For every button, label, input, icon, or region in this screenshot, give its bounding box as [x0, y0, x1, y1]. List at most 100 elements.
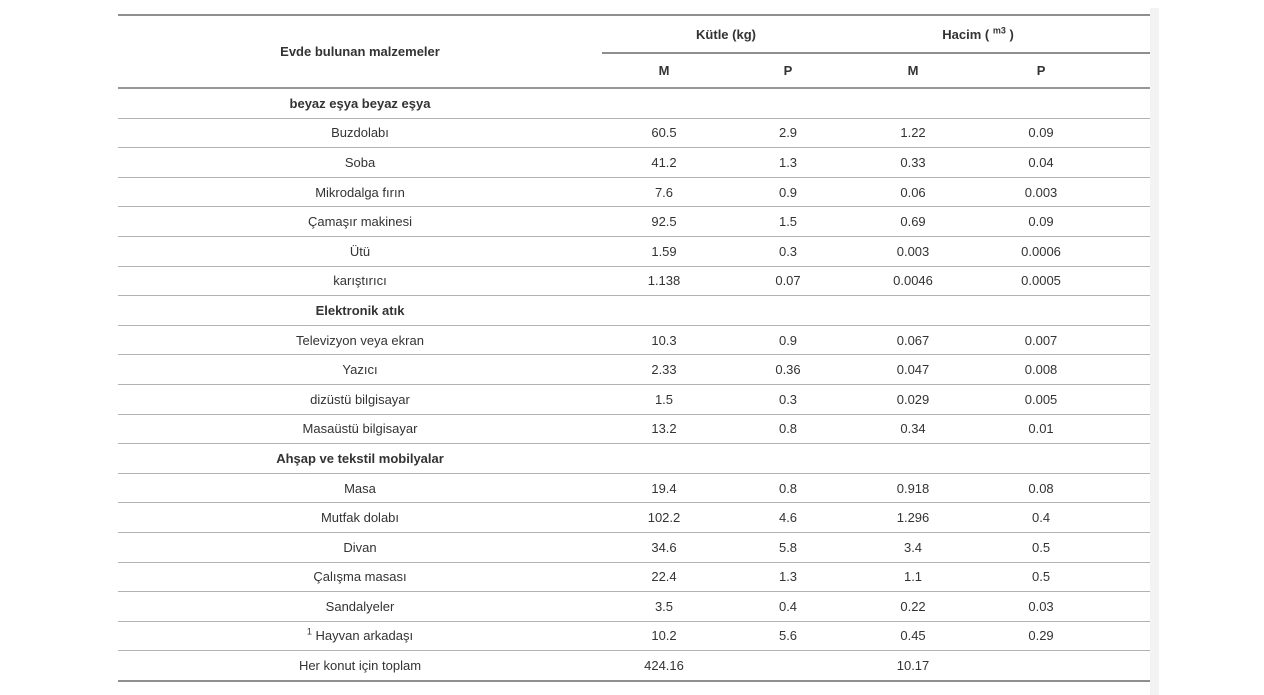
value-cell: 0.45 — [900, 628, 926, 644]
subheader-row: M P M P — [118, 53, 1151, 89]
table-row: Sandalyeler 3.5 0.4 0.22 0.03 — [118, 591, 1151, 622]
table-row: Ütü 1.59 0.3 0.003 0.0006 — [118, 236, 1151, 266]
value-cell: 0.067 — [896, 332, 930, 348]
value-cell: 10.2 — [651, 628, 677, 644]
value-cell: 0.0005 — [1021, 273, 1061, 289]
table-row: karıştırıcı 1.138 0.07 0.0046 0.0005 — [118, 266, 1151, 296]
volume-unit-superscript: m3 — [992, 25, 1006, 36]
value-cell: 0.04 — [1028, 154, 1054, 170]
item-label: Ahşap ve tekstil mobilyalar — [276, 450, 444, 466]
value-cell: 1.22 — [900, 125, 926, 141]
table-row: 1 Hayvan arkadaşı 10.2 5.6 0.45 0.29 — [118, 621, 1151, 651]
value-cell: 2.9 — [778, 125, 798, 141]
table-row: Soba 41.2 1.3 0.33 0.04 — [118, 147, 1151, 178]
item-label: Her konut için toplam — [298, 658, 422, 674]
value-cell — [726, 296, 850, 326]
value-cell: 0.918 — [896, 480, 930, 496]
volume-m-column-header: M — [850, 53, 977, 89]
table-row: dizüstü bilgisayar 1.5 0.3 0.029 0.005 — [118, 384, 1151, 414]
value-cell: 0.34 — [900, 421, 926, 437]
item-label: beyaz eşya beyaz eşya — [289, 95, 431, 111]
value-cell: 1.1 — [903, 569, 923, 585]
volume-header-close: ) — [1005, 26, 1014, 42]
value-cell — [850, 444, 976, 474]
item-label: Çamaşır makinesi — [307, 214, 413, 230]
item-label: Masaüstü bilgisayar — [302, 421, 418, 437]
item-label: 1 Hayvan arkadaşı — [306, 627, 414, 644]
value-cell: 0.4 — [778, 598, 798, 614]
household-materials-table: Evde bulunan malzemeler Kütle (kg) Hacim… — [118, 14, 1151, 682]
section-header-row: Ahşap ve tekstil mobilyalar — [118, 443, 1151, 474]
volume-p-column-header: P — [976, 53, 1151, 89]
table-row: Çamaşır makinesi 92.5 1.5 0.69 0.09 — [118, 206, 1151, 237]
value-cell — [726, 651, 850, 681]
value-cell: 0.33 — [900, 154, 926, 170]
value-cell: 0.8 — [778, 421, 798, 437]
value-cell: 1.59 — [651, 243, 677, 259]
value-cell — [976, 651, 1150, 681]
table-row: Çalışma masası 22.4 1.3 1.1 0.5 — [118, 562, 1151, 592]
value-cell: 3.5 — [654, 598, 674, 614]
value-cell: 0.5 — [1031, 569, 1051, 585]
value-cell: 7.6 — [654, 184, 674, 200]
item-label: Yazıcı — [342, 362, 378, 378]
item-label: Sandalyeler — [325, 598, 395, 614]
table-row: Mikrodalga fırın 7.6 0.9 0.06 0.003 — [118, 177, 1151, 207]
value-cell — [602, 88, 726, 118]
value-cell: 424.16 — [644, 658, 684, 674]
value-cell: 5.6 — [778, 628, 798, 644]
table-row: Divan 34.6 5.8 3.4 0.5 — [118, 532, 1151, 562]
value-cell: 1.296 — [896, 510, 930, 526]
value-cell — [850, 88, 976, 118]
value-cell: 0.06 — [900, 184, 926, 200]
value-cell: 0.5 — [1031, 539, 1051, 555]
value-cell: 0.005 — [1024, 391, 1058, 407]
value-cell: 0.01 — [1028, 421, 1054, 437]
table-row: Mutfak dolabı 102.2 4.6 1.296 0.4 — [118, 502, 1151, 533]
value-cell: 1.5 — [778, 214, 798, 230]
value-cell: 0.09 — [1028, 125, 1054, 141]
value-cell — [976, 88, 1150, 118]
value-cell: 0.8 — [778, 480, 798, 496]
item-label: Elektronik atık — [315, 302, 405, 318]
value-cell: 34.6 — [651, 539, 677, 555]
value-cell: 0.0046 — [893, 273, 933, 289]
item-label: dizüstü bilgisayar — [310, 391, 410, 407]
item-label: Soba — [344, 154, 376, 170]
item-label: Masa — [344, 480, 376, 496]
mass-group-header: Kütle (kg) — [602, 15, 851, 54]
value-cell: 41.2 — [651, 154, 677, 170]
value-cell: 13.2 — [651, 421, 677, 437]
table-row: Masa 19.4 0.8 0.918 0.08 — [118, 473, 1151, 503]
value-cell — [602, 296, 726, 326]
mass-p-column-header: P — [726, 53, 851, 89]
value-cell: 0.09 — [1028, 214, 1054, 230]
item-label: Mikrodalga fırın — [315, 184, 405, 200]
value-cell: 0.4 — [1031, 510, 1051, 526]
section-header-row: beyaz eşya beyaz eşya — [118, 88, 1150, 118]
table-row: Televizyon veya ekran 10.3 0.9 0.067 0.007 — [118, 325, 1151, 355]
value-cell: 1.3 — [778, 154, 798, 170]
value-cell — [726, 444, 850, 474]
value-cell: 0.3 — [778, 243, 798, 259]
value-cell: 0.3 — [778, 391, 798, 407]
total-row: Her konut için toplam 424.16 10.17 — [118, 650, 1151, 681]
table-row: Yazıcı 2.33 0.36 0.047 0.008 — [118, 354, 1151, 385]
value-cell — [850, 296, 976, 326]
item-label: karıştırıcı — [333, 273, 387, 289]
value-cell: 5.8 — [778, 539, 798, 555]
value-cell: 0.007 — [1024, 332, 1058, 348]
footnote-superscript: 1 — [306, 627, 312, 638]
value-cell: 22.4 — [651, 569, 677, 585]
value-cell: 0.047 — [896, 362, 930, 378]
mass-m-column-header: M — [602, 53, 726, 89]
value-cell: 0.08 — [1028, 480, 1054, 496]
item-label: Televizyon veya ekran — [296, 332, 424, 348]
page-edge-strip — [1150, 8, 1159, 695]
value-cell — [976, 444, 1150, 474]
value-cell: 0.0006 — [1021, 243, 1061, 259]
value-cell: 0.003 — [896, 243, 930, 259]
item-label: Divan — [343, 539, 377, 555]
materials-column-header: Evde bulunan malzemeler — [118, 15, 602, 89]
value-cell: 10.17 — [896, 658, 930, 674]
